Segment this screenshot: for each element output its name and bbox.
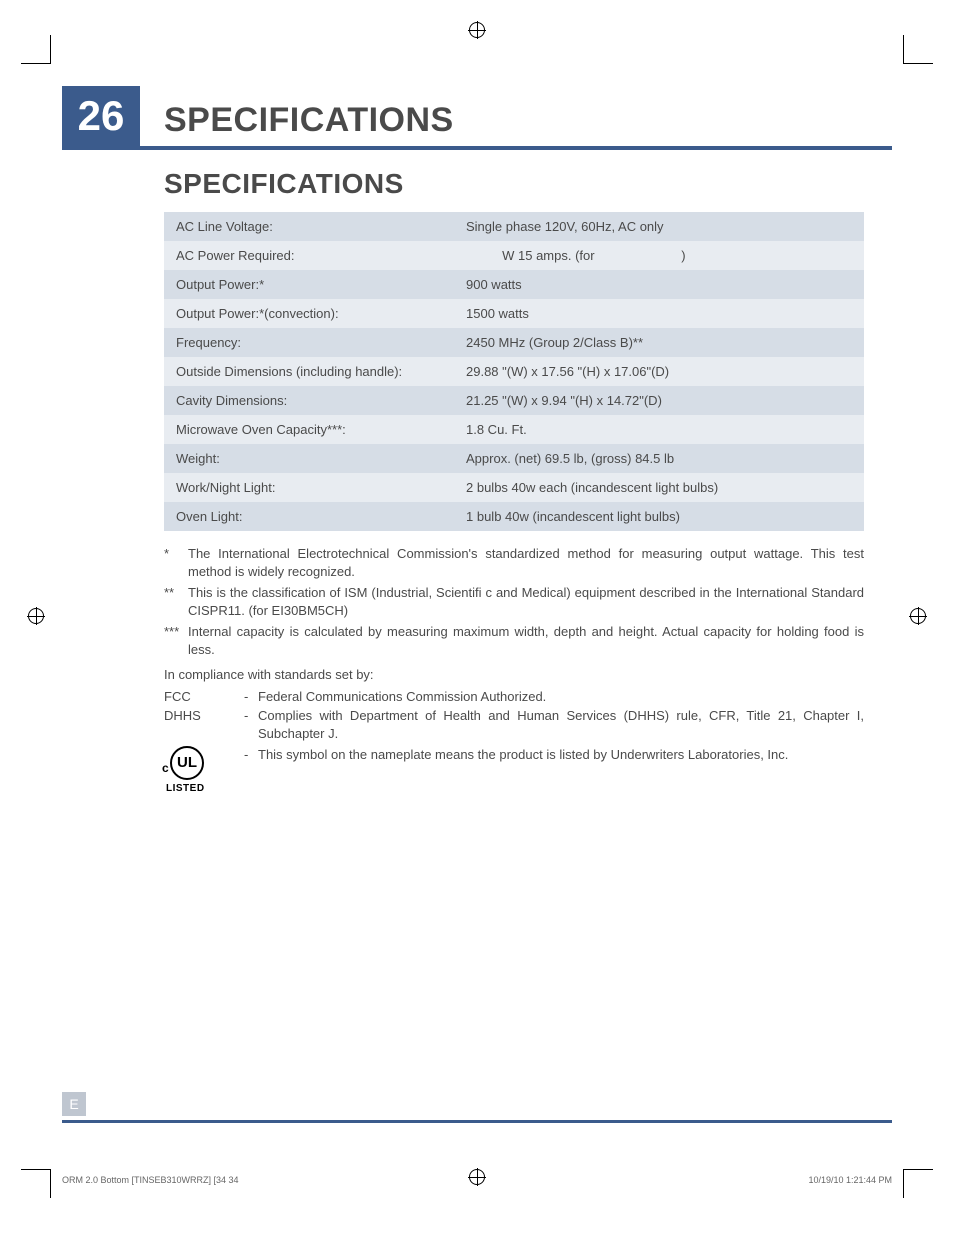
table-row: Microwave Oven Capacity***: 1.8 Cu. Ft. (164, 415, 864, 444)
footnote-text: This is the classification of ISM (Indus… (188, 584, 864, 619)
section-title: SPECIFICATIONS (164, 168, 892, 200)
crop-mark (903, 35, 904, 64)
spec-value: 2450 MHz (Group 2/Class B)** (466, 335, 852, 350)
footnote-text: Internal capacity is calculated by measu… (188, 623, 864, 658)
page-content: 26 SPECIFICATIONS SPECIFICATIONS AC Line… (62, 86, 892, 798)
compliance-text: Federal Communications Commission Author… (258, 688, 864, 706)
spec-label: Output Power:* (176, 277, 466, 292)
registration-mark-icon (28, 608, 44, 624)
footnote: *** Internal capacity is calculated by m… (164, 623, 864, 658)
page-number: 26 (62, 86, 140, 146)
table-row: Output Power:* 900 watts (164, 270, 864, 299)
spec-value: 1.8 Cu. Ft. (466, 422, 852, 437)
dash-icon: - (244, 746, 258, 796)
footnote: ** This is the classification of ISM (In… (164, 584, 864, 619)
table-row: Oven Light: 1 bulb 40w (incandescent lig… (164, 502, 864, 531)
spec-label: Outside Dimensions (including handle): (176, 364, 466, 379)
page-title: SPECIFICATIONS (164, 101, 454, 146)
spec-value: Single phase 120V, 60Hz, AC only (466, 219, 852, 234)
footnote-marker: * (164, 545, 188, 580)
spec-value: 1 bulb 40w (incandescent light bulbs) (466, 509, 852, 524)
footer-badge: E (62, 1092, 86, 1116)
dash-icon: - (244, 707, 258, 742)
spec-value: 21.25 "(W) x 9.94 "(H) x 14.72"(D) (466, 393, 852, 408)
spec-label: Weight: (176, 451, 466, 466)
crop-mark (21, 63, 50, 64)
spec-value: 2 bulbs 40w each (incandescent light bul… (466, 480, 852, 495)
table-row: AC Power Required: W 15 amps. (for ) (164, 241, 864, 270)
spec-label: AC Power Required: (176, 248, 466, 263)
table-row: Output Power:*(convection): 1500 watts (164, 299, 864, 328)
spec-value: Approx. (net) 69.5 lb, (gross) 84.5 lb (466, 451, 852, 466)
footer-rule (62, 1120, 892, 1123)
imprint-left: ORM 2.0 Bottom [TINSEB310WRRZ] [34 34 (62, 1175, 239, 1185)
table-row: Weight: Approx. (net) 69.5 lb, (gross) 8… (164, 444, 864, 473)
crop-mark (21, 1169, 50, 1170)
compliance-text: This symbol on the nameplate means the p… (258, 746, 864, 796)
crop-mark (904, 63, 933, 64)
page-header: 26 SPECIFICATIONS (62, 86, 892, 150)
table-row: AC Line Voltage: Single phase 120V, 60Hz… (164, 212, 864, 241)
spec-label: AC Line Voltage: (176, 219, 466, 234)
footnotes: * The International Electrotechnical Com… (164, 545, 864, 796)
table-row: Work/Night Light: 2 bulbs 40w each (inca… (164, 473, 864, 502)
spec-label: Output Power:*(convection): (176, 306, 466, 321)
compliance-label: FCC (164, 688, 244, 706)
compliance-row: FCC - Federal Communications Commission … (164, 688, 864, 706)
footnote-marker: ** (164, 584, 188, 619)
spec-label: Oven Light: (176, 509, 466, 524)
compliance-text: Complies with Department of Health and H… (258, 707, 864, 742)
compliance-label: DHHS (164, 707, 244, 742)
footnote-text: The International Electrotechnical Commi… (188, 545, 864, 580)
crop-mark (50, 35, 51, 64)
spec-value: 900 watts (466, 277, 852, 292)
specifications-table: AC Line Voltage: Single phase 120V, 60Hz… (164, 212, 864, 531)
footnote: * The International Electrotechnical Com… (164, 545, 864, 580)
spec-label: Cavity Dimensions: (176, 393, 466, 408)
registration-mark-icon (469, 22, 485, 38)
registration-mark-icon (910, 608, 926, 624)
spec-value: W 15 amps. (for ) (466, 248, 852, 263)
table-row: Frequency: 2450 MHz (Group 2/Class B)** (164, 328, 864, 357)
crop-mark (50, 1169, 51, 1198)
spec-value: 1500 watts (466, 306, 852, 321)
compliance-intro: In compliance with standards set by: (164, 666, 864, 684)
spec-label: Microwave Oven Capacity***: (176, 422, 466, 437)
table-row: Outside Dimensions (including handle): 2… (164, 357, 864, 386)
registration-mark-icon (469, 1169, 485, 1185)
compliance-row: c UL LISTED - This symbol on the namepla… (164, 746, 864, 796)
spec-label: Frequency: (176, 335, 466, 350)
compliance-row: DHHS - Complies with Department of Healt… (164, 707, 864, 742)
spec-value: 29.88 "(W) x 17.56 "(H) x 17.06"(D) (466, 364, 852, 379)
footnote-marker: *** (164, 623, 188, 658)
imprint-right: 10/19/10 1:21:44 PM (808, 1175, 892, 1185)
dash-icon: - (244, 688, 258, 706)
table-row: Cavity Dimensions: 21.25 "(W) x 9.94 "(H… (164, 386, 864, 415)
crop-mark (904, 1169, 933, 1170)
ul-listed-icon: c UL LISTED (164, 746, 244, 796)
crop-mark (903, 1169, 904, 1198)
spec-label: Work/Night Light: (176, 480, 466, 495)
